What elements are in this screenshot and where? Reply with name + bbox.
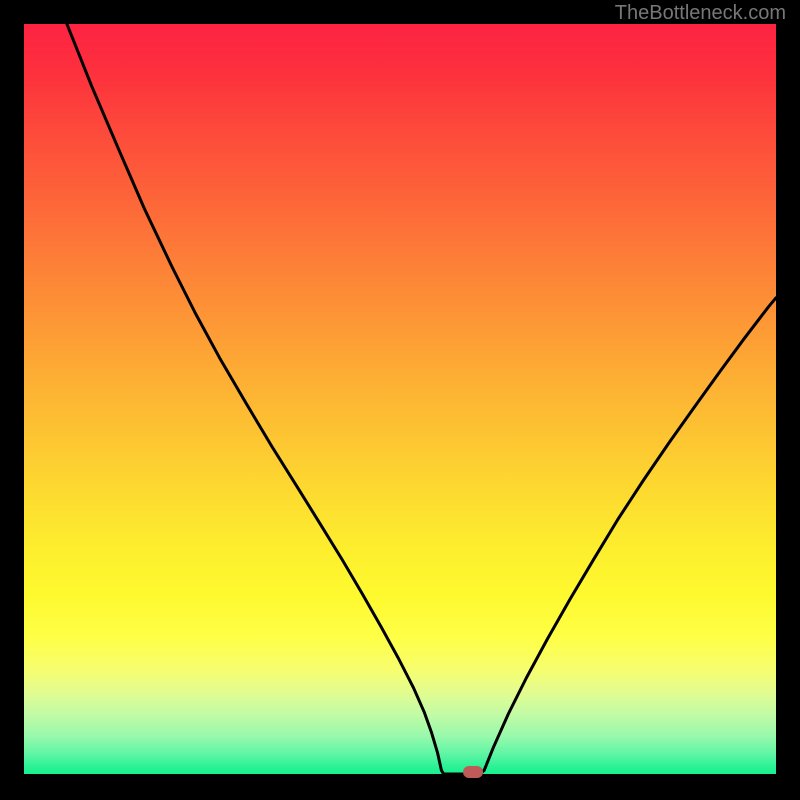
optimal-point-marker [463, 766, 483, 778]
bottleneck-chart [24, 24, 776, 774]
watermark-text: TheBottleneck.com [615, 2, 786, 25]
chart-gradient-background [24, 24, 776, 774]
